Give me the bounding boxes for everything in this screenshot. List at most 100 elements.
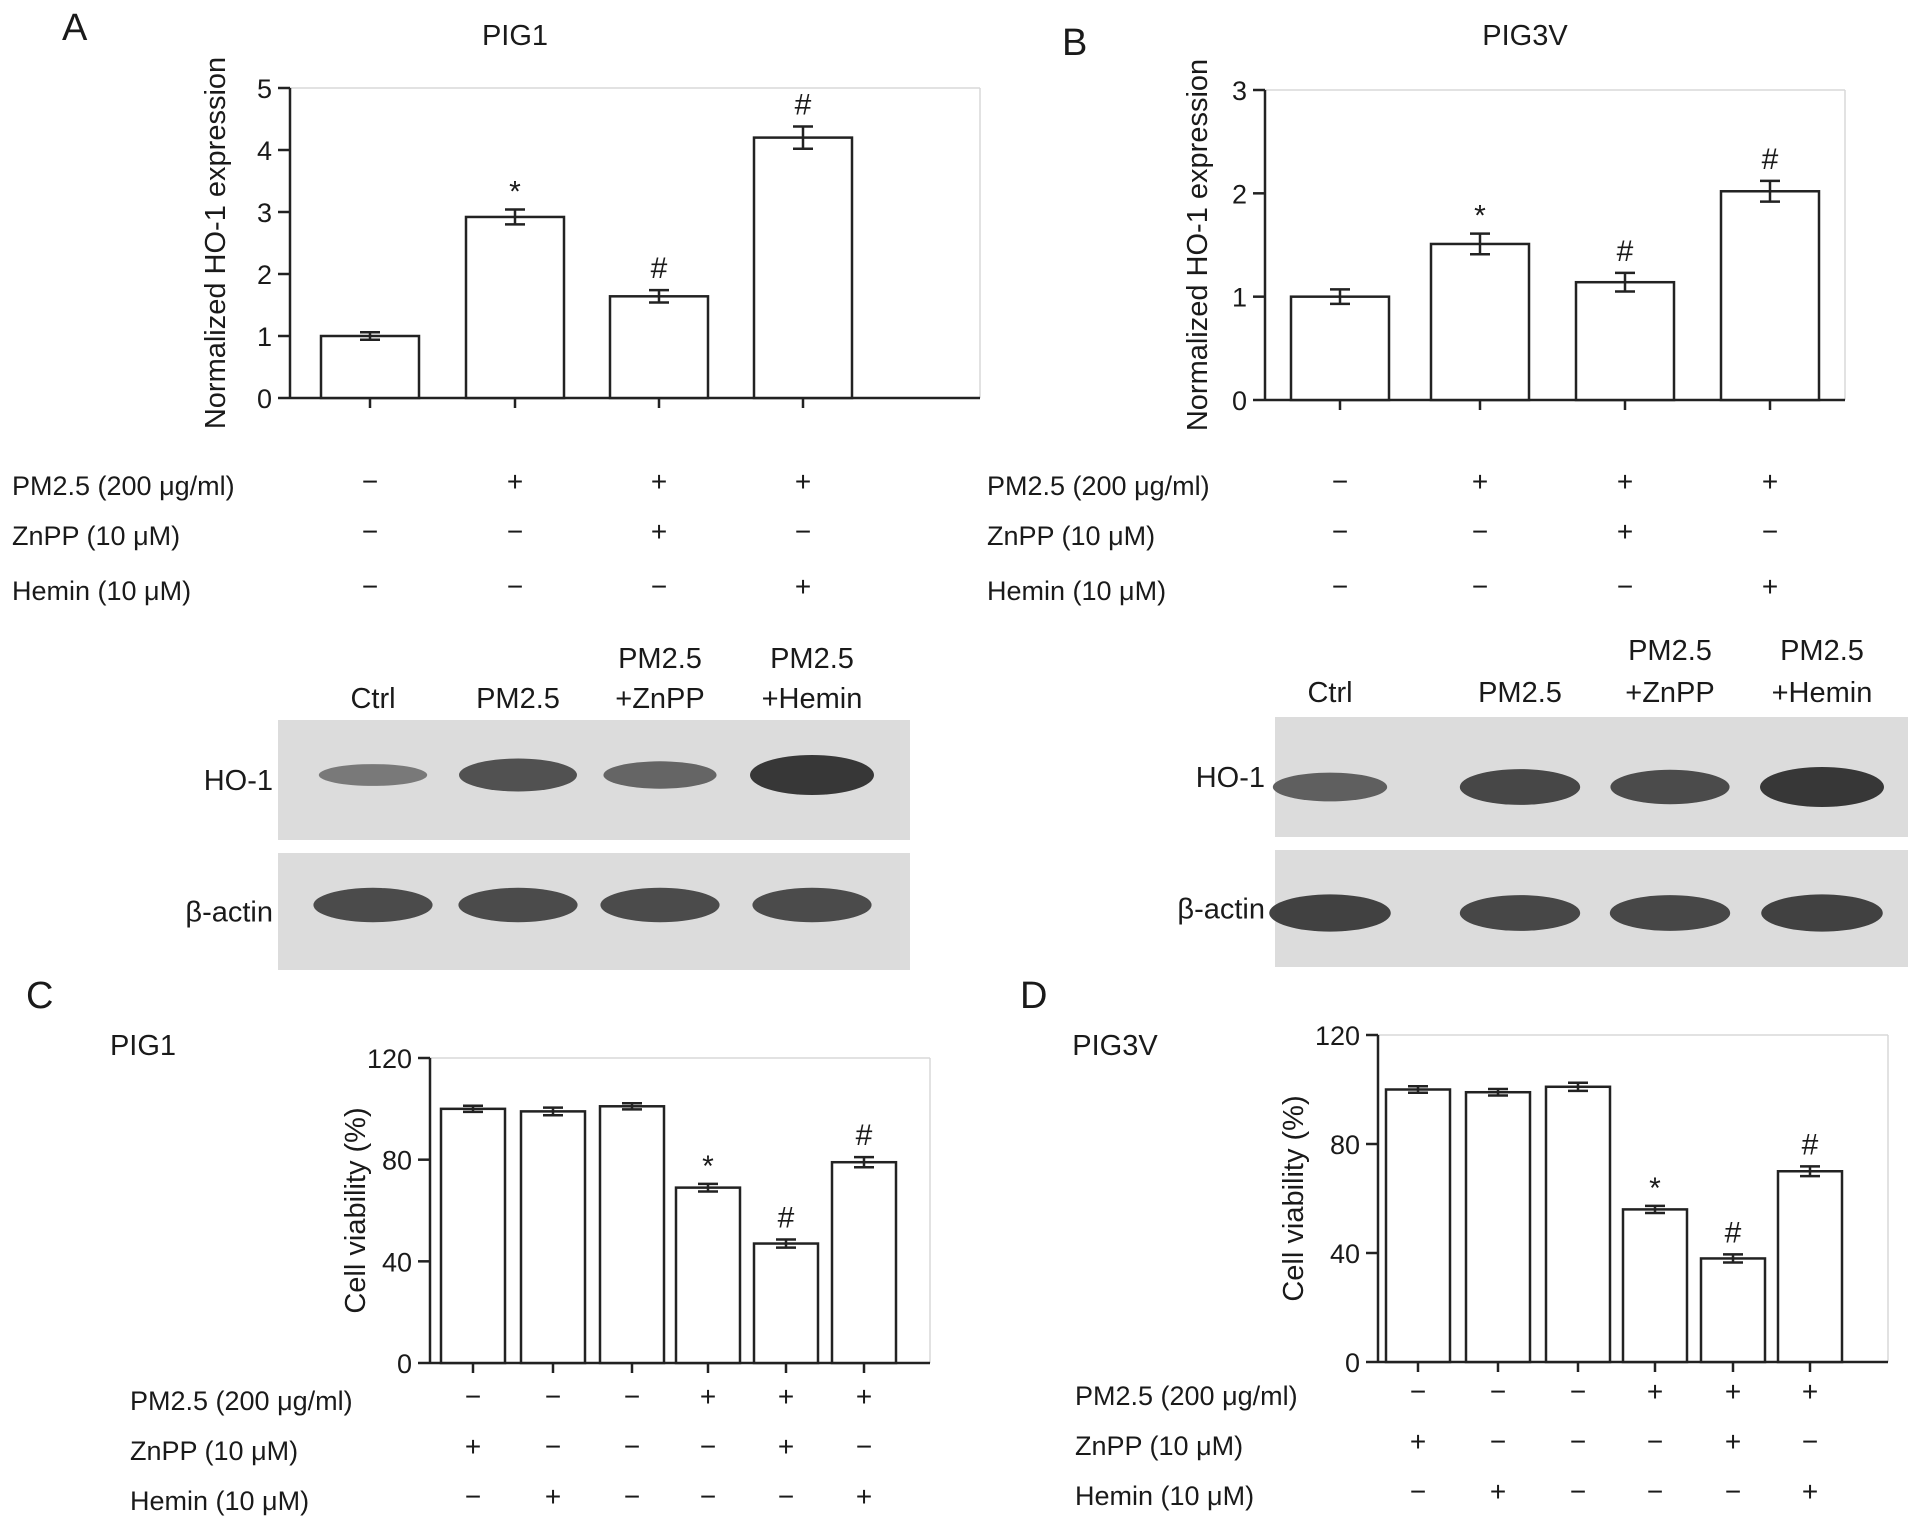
blot-band [458, 887, 578, 923]
condition-label: Hemin (10 μM) [12, 576, 191, 606]
significance-marker: # [651, 252, 668, 285]
y-tick-label: 40 [382, 1247, 412, 1277]
condition-sign: − [778, 1481, 794, 1512]
condition-sign: − [1332, 571, 1348, 602]
condition-sign: − [1647, 1426, 1663, 1457]
condition-sign: + [1617, 516, 1633, 547]
condition-sign: − [1647, 1476, 1663, 1507]
condition-sign: − [465, 1481, 481, 1512]
condition-sign: − [624, 1431, 640, 1462]
condition-sign: − [1570, 1476, 1586, 1507]
y-tick-label: 80 [382, 1146, 412, 1176]
condition-sign: − [1332, 466, 1348, 497]
condition-sign: − [795, 516, 811, 547]
lane-label: PM2.5 [476, 683, 560, 715]
lane-label: PM2.5 [1628, 635, 1712, 667]
condition-label: ZnPP (10 μM) [1075, 1431, 1243, 1461]
bar [674, 1186, 742, 1365]
condition-sign: − [624, 1481, 640, 1512]
lane-label: +ZnPP [615, 683, 704, 715]
condition-label: PM2.5 (200 μg/ml) [12, 471, 235, 501]
condition-sign: − [507, 571, 523, 602]
western-blot-A: Ctrl PM2.5 PM2.5 +ZnPP PM2.5 +Hemin HO-1 β-acti… [185, 643, 910, 970]
chart-panel-1: B PIG3V 0 1 2 3 Normalized HO-1 expression * # # P… [987, 20, 1846, 606]
blot-band [313, 887, 433, 923]
y-axis-label: Normalized HO-1 expression [200, 57, 232, 429]
condition-sign: + [778, 1431, 794, 1462]
condition-sign: + [545, 1481, 561, 1512]
bar [598, 1105, 666, 1365]
chart-panel-2: C PIG1 0 40 80 120 Cell viability (%) * # # PM2.5 … [26, 975, 931, 1516]
condition-sign: + [778, 1381, 794, 1412]
lane-label: PM2.5 [1478, 677, 1562, 709]
condition-label: PM2.5 (200 μg/ml) [987, 471, 1210, 501]
blot-band [1610, 769, 1730, 805]
condition-label: ZnPP (10 μM) [987, 521, 1155, 551]
condition-sign: − [362, 466, 378, 497]
condition-sign: − [1490, 1376, 1506, 1407]
bar [464, 215, 566, 400]
significance-marker: # [1617, 235, 1634, 268]
blot-band [1761, 894, 1883, 932]
condition-sign: + [1725, 1426, 1741, 1457]
condition-sign: − [362, 516, 378, 547]
chart-title: PIG1 [110, 1030, 176, 1062]
blot-band [1760, 767, 1884, 807]
bar [1699, 1257, 1767, 1364]
bar [319, 334, 421, 400]
condition-sign: − [507, 516, 523, 547]
condition-label: Hemin (10 μM) [1075, 1481, 1254, 1511]
y-axis-label: Normalized HO-1 expression [1182, 59, 1214, 431]
significance-marker: * [702, 1150, 714, 1183]
condition-sign: − [700, 1481, 716, 1512]
condition-sign: + [651, 466, 667, 497]
bar [830, 1160, 898, 1365]
bar [1544, 1085, 1612, 1364]
lane-label: PM2.5 [770, 643, 854, 675]
condition-sign: + [856, 1381, 872, 1412]
significance-marker: # [795, 88, 812, 121]
condition-sign: − [1490, 1426, 1506, 1457]
condition-sign: + [1490, 1476, 1506, 1507]
bar [1429, 242, 1531, 402]
condition-sign: − [1570, 1426, 1586, 1457]
significance-marker: * [1474, 200, 1486, 233]
panel-letter: A [62, 7, 88, 49]
significance-marker: # [1725, 1216, 1742, 1249]
y-tick-label: 0 [1345, 1348, 1360, 1378]
bar [1621, 1208, 1689, 1364]
chart-title: PIG3V [1072, 1030, 1158, 1062]
lane-label: +ZnPP [1625, 677, 1714, 709]
condition-sign: − [651, 571, 667, 602]
y-tick-label: 2 [1232, 179, 1247, 209]
condition-label: Hemin (10 μM) [130, 1486, 309, 1516]
condition-sign: + [1802, 1476, 1818, 1507]
chart-panel-0: A PIG1 0 1 2 3 4 5 Normalized HO-1 expression * # #… [12, 7, 981, 606]
condition-sign: − [1332, 516, 1348, 547]
bar [752, 1242, 820, 1365]
chart-title: PIG3V [1482, 20, 1568, 52]
condition-sign: − [1617, 571, 1633, 602]
y-axis-label: Cell viability (%) [340, 1107, 372, 1313]
chart-panel-3: D PIG3V 0 40 80 120 Cell viability (%) * # # PM2.5… [1020, 975, 1889, 1511]
condition-sign: − [700, 1431, 716, 1462]
blot-band [1459, 895, 1581, 931]
western-blot-B: Ctrl PM2.5 PM2.5 +ZnPP PM2.5 +Hemin HO-1 β-acti… [1177, 635, 1908, 967]
condition-sign: + [1647, 1376, 1663, 1407]
condition-sign: + [856, 1481, 872, 1512]
condition-label: ZnPP (10 μM) [12, 521, 180, 551]
condition-sign: − [362, 571, 378, 602]
blot-band [318, 764, 428, 786]
y-tick-label: 4 [257, 136, 272, 166]
y-tick-label: 80 [1330, 1130, 1360, 1160]
y-tick-label: 0 [1232, 386, 1247, 416]
blot-band [1269, 894, 1391, 932]
significance-marker: # [778, 1201, 795, 1234]
condition-sign: + [651, 516, 667, 547]
condition-label: ZnPP (10 μM) [130, 1436, 298, 1466]
bar [1776, 1170, 1844, 1364]
blot-band [752, 887, 872, 923]
condition-sign: + [795, 466, 811, 497]
condition-label: PM2.5 (200 μg/ml) [1075, 1381, 1298, 1411]
